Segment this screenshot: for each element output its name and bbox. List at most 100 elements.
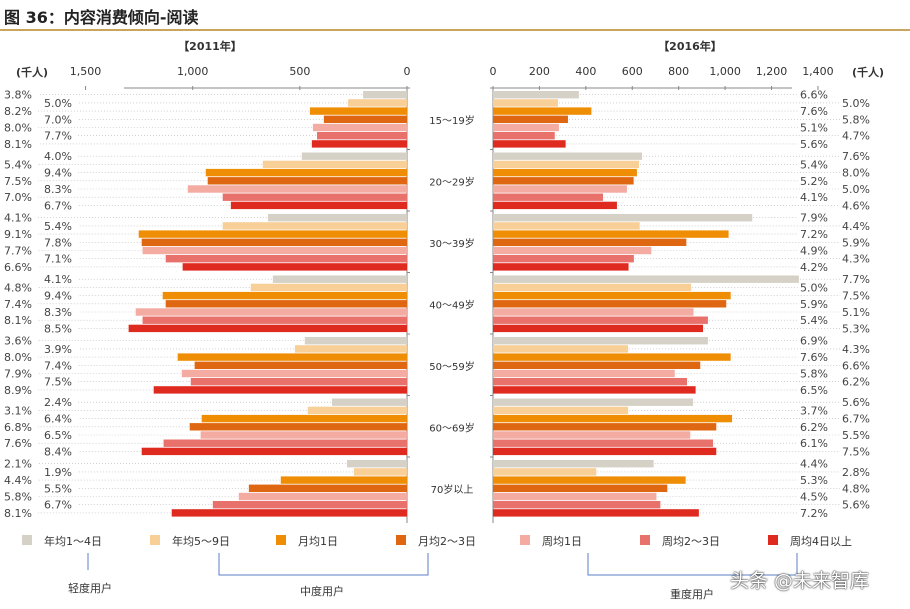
bar-2011 <box>248 484 407 492</box>
bar-2016 <box>493 386 696 394</box>
data-label-2011: 8.0% <box>4 122 32 135</box>
legend-swatch <box>768 535 778 545</box>
data-label-2016: 4.9% <box>800 245 828 258</box>
bar-2011 <box>222 193 407 201</box>
data-label-2016: 7.7% <box>842 273 870 286</box>
legend-swatch <box>520 535 530 545</box>
data-label-2016: 6.6% <box>842 359 870 372</box>
x-tick-label: 0 <box>404 65 411 78</box>
data-label-2016: 7.6% <box>800 105 828 118</box>
data-label-2016: 7.2% <box>800 507 828 520</box>
bar-2011 <box>311 140 407 148</box>
data-label-2016: 5.6% <box>842 396 870 409</box>
data-label-2011: 8.1% <box>4 138 32 151</box>
x-tick-label: 600 <box>622 65 643 78</box>
bar-2011 <box>301 152 407 160</box>
data-label-2016: 5.3% <box>842 322 870 335</box>
data-label-2016: 7.5% <box>842 445 870 458</box>
data-label-2011: 7.0% <box>4 191 32 204</box>
data-label-2016: 4.6% <box>842 199 870 212</box>
bar-2016 <box>493 398 694 406</box>
data-label-2011: 5.8% <box>4 491 32 504</box>
data-label-2011: 7.6% <box>4 437 32 450</box>
data-label-2011: 3.6% <box>4 335 32 348</box>
bar-2016 <box>493 300 727 308</box>
bar-2016 <box>493 414 733 423</box>
data-label-2016: 5.1% <box>842 306 870 319</box>
bar-2016 <box>493 361 701 369</box>
data-label-2016: 5.8% <box>842 113 870 126</box>
bar-2011 <box>316 132 407 140</box>
bar-2011 <box>153 386 407 394</box>
data-label-2011: 6.5% <box>44 429 72 442</box>
data-label-2016: 5.6% <box>842 499 870 512</box>
bar-2016 <box>493 501 661 509</box>
data-label-2011: 2.1% <box>4 458 32 471</box>
bar-2011 <box>165 300 407 308</box>
bar-2016 <box>493 238 687 246</box>
data-label-2011: 7.9% <box>4 368 32 381</box>
bar-2011 <box>363 91 407 99</box>
legend-label: 年均5～9日 <box>172 534 230 548</box>
data-label-2016: 6.5% <box>800 384 828 397</box>
bar-2016 <box>493 99 558 107</box>
data-label-2016: 4.3% <box>842 253 870 266</box>
x-tick-label: 1,400 <box>802 65 834 78</box>
data-label-2016: 5.9% <box>800 298 828 311</box>
bar-2011 <box>201 414 407 423</box>
data-label-2011: 9.4% <box>44 167 72 180</box>
x-tick-label: 200 <box>529 65 550 78</box>
category-label: 20～29岁 <box>429 176 474 189</box>
bar-2016 <box>493 468 597 476</box>
bar-2011 <box>187 185 407 193</box>
bar-2011 <box>307 406 407 415</box>
data-label-2011: 4.1% <box>44 273 72 286</box>
data-label-2016: 4.5% <box>800 491 828 504</box>
bar-2016 <box>493 140 566 148</box>
data-label-2016: 6.2% <box>842 376 870 389</box>
data-label-2016: 4.1% <box>800 191 828 204</box>
data-label-2016: 5.0% <box>800 281 828 294</box>
x-tick-label: 0 <box>490 65 497 78</box>
bar-2016 <box>493 132 555 140</box>
bar-2016 <box>493 353 731 361</box>
legend-label: 周均4日以上 <box>790 535 852 548</box>
bar-2011 <box>190 378 407 386</box>
bar-2011 <box>135 308 407 316</box>
x-tick-label: 500 <box>289 65 310 78</box>
bar-2016 <box>493 484 668 492</box>
legend-label: 周均1日 <box>542 535 582 548</box>
bar-2016 <box>493 214 753 222</box>
data-label-2011: 8.3% <box>44 306 72 319</box>
data-label-2011: 4.0% <box>44 150 72 163</box>
data-label-2011: 5.0% <box>44 97 72 110</box>
data-label-2016: 6.2% <box>800 421 828 434</box>
bar-2016 <box>493 337 708 345</box>
data-label-2016: 5.4% <box>800 158 828 171</box>
data-label-2016: 7.6% <box>800 351 828 364</box>
data-label-2016: 4.4% <box>800 458 828 471</box>
data-label-2011: 8.1% <box>4 314 32 327</box>
legend-label: 月均1日 <box>298 535 338 548</box>
bar-2011 <box>212 501 407 509</box>
legend-swatch <box>396 535 406 545</box>
bar-2011 <box>205 168 407 177</box>
data-label-2011: 6.8% <box>4 421 32 434</box>
data-label-2011: 8.2% <box>4 105 32 118</box>
bar-2016 <box>493 107 592 115</box>
data-label-2016: 6.1% <box>800 437 828 450</box>
legend-swatch <box>150 535 160 545</box>
bar-2011 <box>189 423 407 431</box>
chart-title-2016: 【2016年】 <box>658 39 722 53</box>
data-label-2016: 5.8% <box>800 368 828 381</box>
data-label-2011: 4.1% <box>4 212 32 225</box>
unit-label-2011: (千人) <box>16 65 48 79</box>
bar-2016 <box>493 168 637 177</box>
bar-2016 <box>493 509 699 517</box>
data-label-2016: 7.2% <box>800 228 828 241</box>
bar-2011 <box>280 476 407 484</box>
figure-title: 图 36：内容消费倾向-阅读 <box>4 8 199 27</box>
bar-2016 <box>493 439 714 447</box>
data-label-2011: 7.0% <box>44 113 72 126</box>
